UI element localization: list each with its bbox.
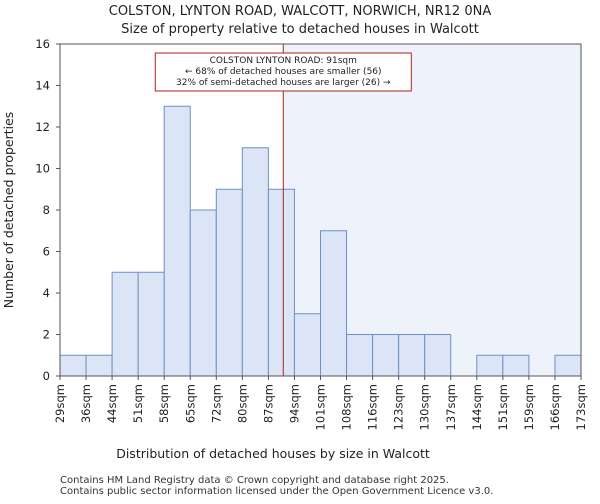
x-tick-label: 101sqm: [314, 384, 328, 430]
annotation-line-1: COLSTON LYNTON ROAD: 91sqm: [210, 56, 357, 66]
bar-101sqm: [320, 230, 348, 377]
annotation-border: [154, 52, 412, 92]
x-tick-label: 51sqm: [131, 384, 145, 423]
x-tick-label: 29sqm: [53, 384, 67, 423]
y-tick-label: 14: [35, 79, 50, 93]
y-tick-label: 16: [35, 37, 50, 51]
bars-group: [59, 105, 582, 377]
x-tick-label: 137sqm: [444, 384, 458, 430]
x-axis-ticks: 29sqm 36sqm 44sqm 51sqm 58sqm 65sqm 72sqm 80sqm…: [53, 376, 588, 430]
y-tick-label: 10: [35, 162, 50, 176]
bar-108sqm: [346, 334, 374, 377]
bar-80sqm: [241, 147, 269, 377]
annotation-box: COLSTON LYNTON ROAD: 91sqm ← 68% of deta…: [154, 52, 412, 92]
x-tick-label: 44sqm: [105, 384, 119, 423]
bar-123sqm: [398, 334, 426, 377]
y-tick-label: 0: [43, 369, 50, 383]
chart-subtitle: Size of property relative to detached ho…: [121, 22, 479, 37]
plot-frame: [59, 43, 582, 377]
x-tick-label: 159sqm: [522, 384, 536, 430]
x-tick-label: 87sqm: [261, 384, 275, 423]
bar-29sqm: [59, 354, 87, 377]
bar-130sqm: [424, 334, 452, 377]
y-tick-label: 4: [43, 286, 50, 300]
bar-116sqm: [372, 334, 400, 377]
bar-44sqm: [111, 271, 139, 377]
chart-title: COLSTON, LYNTON ROAD, WALCOTT, NORWICH, …: [109, 4, 492, 19]
bar-51sqm: [137, 271, 165, 377]
bar-87sqm: [267, 188, 295, 377]
x-tick-label: 116sqm: [366, 384, 380, 430]
bar-72sqm: [215, 188, 243, 377]
x-tick-label: 108sqm: [340, 384, 354, 430]
annotation-line-3: 32% of semi-detached houses are larger (…: [176, 78, 391, 88]
x-tick-label: 166sqm: [548, 384, 562, 430]
annotation-line-2: ← 68% of detached houses are smaller (56…: [185, 67, 382, 77]
x-tick-label: 173sqm: [574, 384, 588, 430]
y-tick-label: 6: [43, 245, 50, 259]
bar-151sqm: [502, 354, 530, 377]
y-tick-label: 2: [43, 328, 50, 342]
bar-166sqm: [554, 354, 582, 377]
bar-94sqm: [293, 313, 322, 377]
footer-line-2: Contains public sector information licen…: [60, 486, 493, 497]
x-tick-label: 144sqm: [470, 384, 484, 430]
x-tick-label: 65sqm: [183, 384, 197, 423]
x-tick-label: 36sqm: [79, 384, 93, 423]
y-tick-label: 8: [43, 203, 50, 217]
x-tick-label: 58sqm: [157, 384, 171, 423]
y-axis-ticks: 0 2 4 6 8 10 12 14 16: [35, 37, 60, 383]
y-axis-label: Number of detached properties: [1, 112, 16, 309]
x-tick-label: 72sqm: [209, 384, 223, 423]
y-tick-label: 12: [35, 120, 50, 134]
x-tick-label: 94sqm: [287, 384, 301, 423]
bar-36sqm: [85, 354, 113, 377]
x-axis-label: Distribution of detached houses by size …: [116, 446, 430, 461]
x-tick-label: 80sqm: [235, 384, 249, 423]
x-tick-label: 130sqm: [418, 384, 432, 430]
bar-65sqm: [189, 209, 217, 377]
footer-line-1: Contains HM Land Registry data © Crown c…: [60, 475, 449, 486]
bar-144sqm: [476, 354, 504, 377]
x-tick-label: 151sqm: [496, 384, 510, 430]
x-tick-label: 123sqm: [392, 384, 406, 430]
bar-58sqm: [163, 105, 191, 377]
